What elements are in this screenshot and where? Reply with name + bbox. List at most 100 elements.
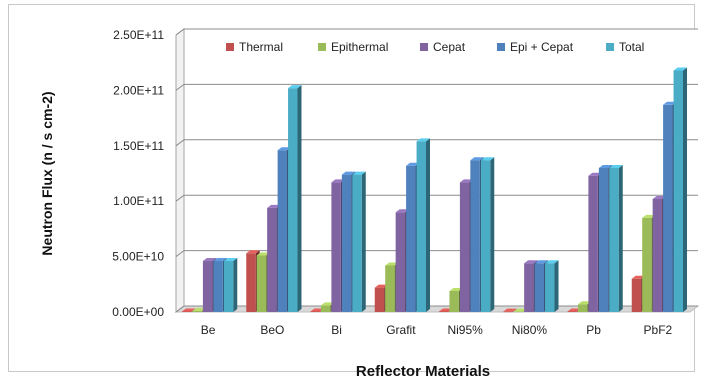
legend-swatch [497,43,505,51]
x-tick-label: Be [201,323,216,337]
chart-side-wall [175,28,185,313]
y-tick-label: 5.00E+10 [112,250,164,264]
bar-front [480,160,491,312]
bar-front [416,141,426,312]
bar-top [673,67,687,71]
bar-top [567,308,581,312]
bar-front [524,263,534,312]
bar-top [577,301,592,305]
bar-top [202,258,217,262]
bar-top [374,284,389,288]
bar-front [310,311,320,312]
y-tick-label: 1.00E+11 [113,194,164,208]
bar [545,260,559,312]
bar-front [374,287,385,312]
bar-top [598,164,613,168]
bar-top [246,250,260,254]
bar-top [524,260,538,264]
bar-front [331,182,341,312]
bar-front [246,253,256,312]
x-axis-title: Reflector Materials [356,363,490,380]
y-tick-label: 2.50E+11 [113,28,164,42]
bar-top [449,287,463,291]
bar-top [277,147,292,151]
x-tick-label: Ni95% [447,323,483,337]
bar-side [512,308,517,312]
bar-top [320,302,335,306]
x-tick-label: Bi [331,323,342,337]
legend-label: Epi + Cepat [510,40,574,54]
x-tick-label: Grafit [386,323,416,337]
bar-top [341,171,356,175]
bar-top [267,204,281,208]
legend-label: Epithermal [331,40,388,54]
bar-top [331,179,345,183]
bar-top [310,308,324,312]
bar-front [567,311,577,312]
bar-front [341,174,352,312]
bar-front [385,265,395,312]
gridline [175,139,698,147]
bar-top [256,252,271,256]
bar-top [459,179,474,183]
gridline [175,250,698,258]
bar-front [406,165,416,312]
bar-top [503,308,517,312]
bar-top [213,258,227,262]
bar-top [545,260,559,264]
bar-side [233,258,238,312]
bar [480,157,495,312]
bar [416,138,430,312]
bar-top [631,275,646,279]
bar-top [480,157,495,161]
bar-top [470,157,484,161]
bar-front [631,278,642,312]
bar [673,67,687,313]
bar-top [385,262,399,266]
bar-top [439,308,453,312]
bar-front [288,88,298,313]
gridline [175,194,698,202]
bar-top [416,138,430,142]
bar-front [545,263,555,312]
bar-top [534,260,549,264]
bar-front [223,261,234,312]
legend-label: Thermal [239,40,283,54]
gridline [175,28,698,36]
bar-front [192,310,202,312]
bar-front [673,70,683,313]
x-tick-label: PbF2 [644,323,673,337]
legend-label: Cepat [433,40,466,54]
bar-top [513,308,528,312]
bar-front [652,198,663,312]
bar-front [439,311,449,312]
bar-top [192,307,206,311]
bar-front [598,167,609,312]
bar-top [588,172,602,176]
bar [609,164,623,312]
bar-front [256,255,267,312]
bar-side [490,157,495,312]
bar-top [642,214,656,218]
bar-top [652,195,667,199]
bar [503,308,517,313]
bar-front [352,174,362,312]
x-tick-label: BeO [260,323,284,337]
legend-label: Total [619,40,644,54]
bar-side [554,260,559,312]
bar-front [534,263,545,312]
bar-top [609,164,623,168]
bar [223,258,238,312]
bar-top [182,308,196,312]
bar-side [683,67,687,313]
bar-top [406,162,420,166]
bar-top [663,101,677,105]
bar-front [267,207,277,312]
bar-front [663,104,673,312]
bar-front [202,261,213,312]
back-wall [184,29,698,306]
bar-top [395,209,410,213]
legend-swatch [318,43,326,51]
x-tick-label: Pb [586,323,601,337]
